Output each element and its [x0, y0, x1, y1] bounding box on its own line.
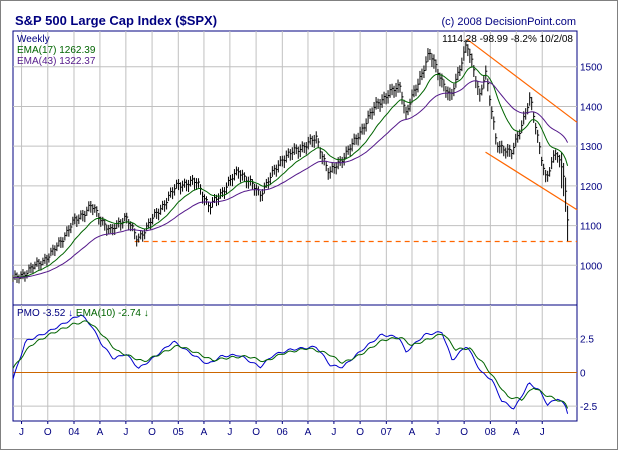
pmo-legend-value: -3.52 — [43, 308, 66, 319]
last-quote: 1114.28 -98.99 -8.2% 10/2/08 — [442, 34, 573, 45]
date-axis: J O 04 A J O 05 A J O 06 A J O 07 A J O 08 A J — [19, 421, 545, 438]
x-tick-label: J — [540, 427, 545, 438]
x-tick-label: O — [148, 427, 156, 438]
price-annotations — [134, 38, 578, 243]
x-tick-label: 08 — [485, 427, 497, 438]
price-y-tick-label: 1400 — [580, 102, 603, 113]
pmo-y-tick-label: 0 — [580, 368, 586, 379]
pmo-plot-area — [12, 304, 578, 422]
pmo-y-axis: -2.5 0 2.5 — [580, 335, 598, 413]
pmo-arrow-down-icon: ↓ — [68, 308, 73, 319]
period-label: Weekly — [17, 34, 50, 45]
price-bars — [12, 39, 570, 284]
source-credit: (c) 2008 DecisionPoint.com — [441, 16, 576, 28]
ema43-legend-name: EMA(43) — [17, 56, 56, 67]
pmo-y-tick-label: -2.5 — [580, 402, 598, 413]
ema17-line — [12, 66, 569, 279]
ema17-legend-name: EMA(17) — [17, 45, 56, 56]
ema43-legend: EMA(43) 1322.37 — [17, 56, 96, 67]
pmo-legend-name: PMO — [17, 308, 40, 319]
last-close: 1114.28 — [442, 34, 477, 45]
pmo-ema-arrow-down-icon: ↓ — [144, 308, 149, 319]
chart-title: S&P 500 Large Cap Index ($SPX) — [15, 13, 217, 28]
x-tick-label: J — [19, 427, 24, 438]
pmo-y-tick-label: 2.5 — [580, 335, 594, 346]
price-y-tick-label: 1500 — [580, 63, 603, 74]
pmo-ema-legend-name: EMA(10) — [76, 308, 115, 319]
x-tick-label: O — [44, 427, 52, 438]
pmo-ema10-line — [12, 320, 569, 409]
ema43-line — [12, 80, 569, 279]
last-date: 10/2/08 — [540, 34, 574, 45]
x-tick-label: J — [331, 427, 336, 438]
last-pct: -8.2% — [511, 34, 537, 45]
lower-channel-line — [485, 151, 578, 211]
price-y-axis: 1000 1100 1200 1300 1400 1500 — [580, 63, 603, 273]
price-y-tick-label: 1000 — [580, 261, 603, 272]
price-y-tick-label: 1300 — [580, 142, 603, 153]
pmo-ema-legend-value: -2.74 — [118, 308, 141, 319]
x-tick-label: A — [513, 427, 520, 438]
x-tick-label: 06 — [277, 427, 289, 438]
x-tick-label: J — [227, 427, 232, 438]
x-tick-label: 07 — [381, 427, 393, 438]
x-tick-label: A — [305, 427, 312, 438]
x-tick-label: A — [409, 427, 416, 438]
ema43-legend-value: 1322.37 — [59, 56, 96, 67]
x-tick-label: O — [460, 427, 468, 438]
last-change: -98.99 — [480, 34, 509, 45]
price-y-tick-label: 1100 — [580, 222, 602, 233]
x-tick-label: O — [356, 427, 364, 438]
x-tick-label: J — [435, 427, 440, 438]
x-tick-label: A — [201, 427, 208, 438]
price-panel: 1000 1100 1200 1300 1400 1500 S&P 500 Large C… — [12, 13, 603, 306]
pmo-legend: PMO -3.52 ↓ EMA(10) -2.74 ↓ — [17, 308, 149, 319]
x-tick-label: 05 — [173, 427, 185, 438]
x-tick-label: J — [123, 427, 128, 438]
x-tick-label: 04 — [68, 427, 80, 438]
price-plot-area — [12, 30, 578, 306]
pmo-line — [12, 314, 569, 414]
x-tick-label: A — [97, 427, 104, 438]
ema17-legend-value: 1262.39 — [59, 45, 96, 56]
ema17-legend: EMA(17) 1262.39 — [17, 45, 96, 56]
price-y-tick-label: 1200 — [580, 182, 603, 193]
pmo-panel: -2.5 0 2.5 PMO -3.52 ↓ EMA(10) -2.74 ↓ — [12, 304, 598, 422]
x-tick-label: O — [252, 427, 260, 438]
upper-channel-line — [466, 38, 578, 123]
